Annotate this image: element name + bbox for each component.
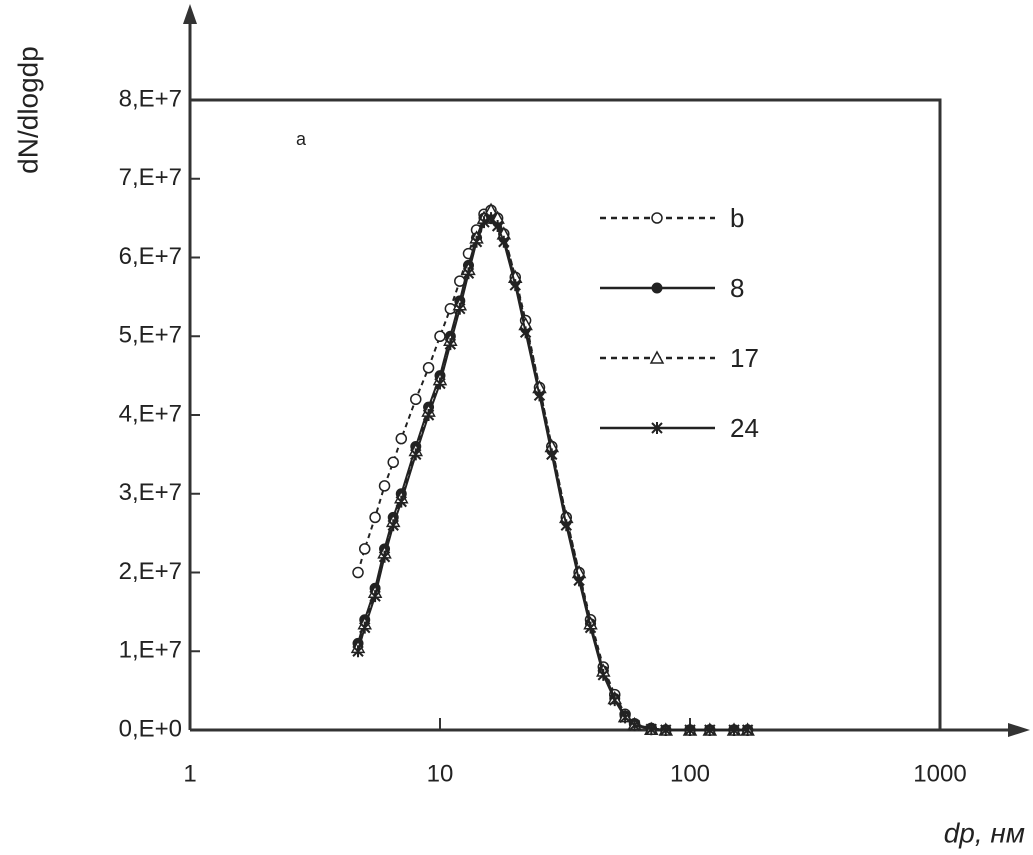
y-tick-label: 1,E+7: [119, 637, 182, 664]
marker: [422, 409, 435, 421]
marker: [651, 212, 663, 224]
marker: [369, 511, 381, 524]
marker: [358, 543, 371, 555]
marker: [645, 723, 657, 736]
marker: [491, 220, 504, 232]
marker: [609, 694, 621, 707]
marker: [387, 456, 399, 468]
marker: [628, 719, 641, 732]
x-tick-label: 1000: [913, 760, 966, 787]
marker: [573, 574, 585, 587]
marker: [498, 235, 510, 248]
marker: [444, 338, 457, 351]
marker: [454, 302, 466, 315]
marker: [704, 724, 716, 736]
marker: [597, 668, 610, 681]
marker: [741, 724, 754, 736]
x-tick-label: 1: [183, 760, 196, 787]
marker: [651, 282, 663, 294]
legend-label: 24: [730, 413, 759, 443]
marker: [387, 519, 399, 532]
marker: [684, 724, 696, 736]
marker: [533, 389, 546, 402]
marker: [378, 550, 391, 563]
marker: [660, 724, 672, 736]
marker: [649, 350, 665, 364]
y-tick-label: 3,E+7: [119, 479, 182, 506]
marker: [434, 330, 446, 342]
series-line: [357, 212, 748, 731]
marker: [434, 377, 446, 390]
marker: [546, 448, 558, 461]
marker: [378, 480, 391, 492]
marker: [560, 519, 572, 532]
series-line: [357, 208, 748, 731]
marker: [619, 711, 631, 724]
marker: [728, 724, 740, 736]
marker: [410, 393, 422, 405]
series-line: [357, 216, 748, 731]
legend-label: 8: [730, 273, 744, 303]
marker: [509, 279, 521, 292]
marker: [352, 645, 364, 658]
marker: [478, 216, 490, 229]
y-tick-label: 5,E+7: [119, 322, 182, 349]
x-tick-label: 10: [427, 760, 454, 787]
marker: [395, 495, 407, 508]
x-tick-label: 100: [670, 760, 710, 787]
y-tick-label: 2,E+7: [119, 558, 182, 585]
x-axis-arrow: [1008, 723, 1030, 737]
legend-label: 17: [730, 343, 759, 373]
y-axis-arrow: [183, 4, 197, 24]
y-tick-label: 0,E+0: [119, 715, 182, 742]
marker: [651, 422, 663, 434]
marker: [359, 621, 371, 634]
legend-label: b: [730, 203, 744, 233]
marker: [369, 590, 381, 603]
marker: [519, 326, 532, 339]
marker: [352, 566, 364, 579]
y-tick-label: 4,E+7: [119, 400, 182, 427]
marker: [410, 448, 422, 461]
marker: [470, 235, 483, 248]
x-axis-label: dp, нм: [944, 817, 1025, 848]
y-axis-label: dN/dlogdp: [12, 46, 43, 174]
plot-frame: [190, 98, 942, 730]
y-tick-label: 8,E+7: [119, 85, 182, 112]
marker: [422, 362, 435, 374]
y-tick-label: 6,E+7: [119, 243, 182, 270]
annotation: a: [296, 129, 307, 149]
marker: [462, 267, 475, 280]
marker: [395, 432, 408, 445]
y-tick-label: 7,E+7: [119, 164, 182, 191]
marker: [584, 621, 597, 634]
